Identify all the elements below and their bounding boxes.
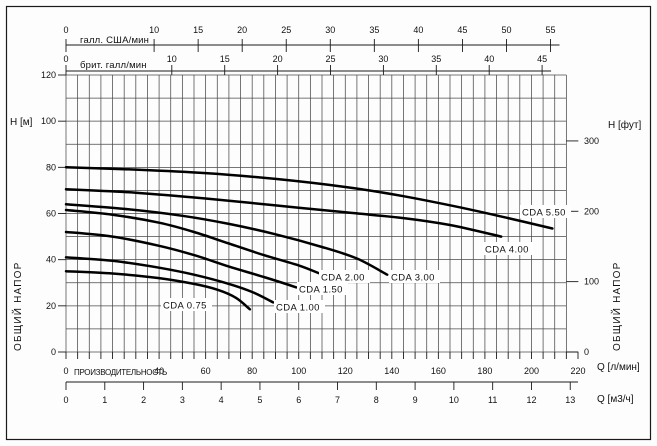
curve-label-chip	[274, 300, 325, 313]
curve-label-chip	[483, 242, 534, 255]
ukgal-tick-label: 35	[431, 54, 441, 64]
usgal-tick-label: 10	[149, 25, 159, 35]
head-ft-unit-label: H [фут]	[608, 120, 642, 131]
curve-CDA-1.50	[64, 230, 298, 289]
curve-label-CDA-0.75: CDA 0.75	[163, 301, 207, 312]
m3h-tick-label: 12	[526, 395, 536, 405]
curve-CDA-2.00	[64, 208, 321, 275]
m3h-tick-label: 5	[257, 395, 262, 405]
usgal-tick-label: 55	[546, 25, 556, 35]
usgal-tick-label: 20	[237, 25, 247, 35]
head-ft-tick-label: 300	[584, 136, 599, 146]
m3h-tick-label: 11	[488, 395, 497, 405]
m3h-tick-label: 8	[374, 395, 379, 405]
curve-CDA-3.00	[64, 203, 389, 276]
curve-CDA-5.50	[64, 166, 554, 230]
curve-label-CDA-5.50: CDA 5.50	[522, 208, 566, 219]
head-ft-tick-label: 100	[584, 277, 599, 287]
ukgal-tick-label: 25	[325, 54, 335, 64]
m3h-tick-label: 10	[449, 395, 459, 405]
curve-label-CDA-4.00: CDA 4.00	[485, 245, 529, 256]
outer-frame	[5, 5, 652, 441]
ukgal-tick-label: 40	[484, 54, 494, 64]
head-m-tick-label: 40	[46, 255, 56, 265]
curve-label-chip	[389, 270, 440, 283]
ukgal-tick-label: 30	[378, 54, 388, 64]
curve-label-CDA-1.50: CDA 1.50	[299, 285, 343, 296]
ukgal-tick-label: 45	[537, 54, 547, 64]
lmin-tick-label: 220	[570, 366, 585, 376]
curve-label-chip	[319, 270, 370, 283]
usgal-tick-label: 50	[501, 25, 511, 35]
curve-label-chip	[520, 205, 571, 218]
m3h-tick-label: 0	[63, 395, 68, 405]
ukgal-tick-label: 0	[63, 54, 68, 64]
head-ft-tick-label: 0	[584, 347, 589, 357]
usgal-tick-label: 0	[63, 25, 68, 35]
total-head-left-label: ОБЩИЙ НАПОР	[13, 261, 24, 351]
head-m-tick-label: 120	[41, 70, 56, 80]
usgal-tick-label: 25	[281, 25, 291, 35]
lmin-tick-label: 100	[291, 366, 306, 376]
m3h-tick-label: 1	[102, 395, 107, 405]
ukgal-tick-label: 15	[220, 54, 230, 64]
lmin-tick-label: 200	[524, 366, 539, 376]
flow-lmin-unit-label: Q [л/мин]	[597, 362, 640, 373]
lmin-tick-label: 80	[247, 366, 257, 376]
m3h-tick-label: 2	[141, 395, 146, 405]
head-m-tick-label: 80	[46, 162, 56, 172]
head-m-tick-label: 100	[41, 116, 56, 126]
head-ft-tick-label: 200	[584, 206, 599, 216]
ukgal-tick-label: 20	[273, 54, 283, 64]
usgal-tick-label: 30	[325, 25, 335, 35]
curve-CDA-1.00	[64, 256, 275, 304]
lmin-tick-label: 40	[154, 366, 164, 376]
m3h-tick-label: 9	[413, 395, 418, 405]
usgal-tick-label: 45	[457, 25, 467, 35]
curve-label-chip	[297, 282, 348, 295]
flow-m3h-unit-label: Q [м3/ч]	[597, 394, 634, 405]
top-axis-usgal-label: галл. США/мин	[80, 35, 150, 46]
curve-label-chip	[161, 298, 212, 311]
m3h-tick-label: 7	[335, 395, 340, 405]
curve-CDA-0.75	[64, 269, 252, 311]
m3h-tick-label: 4	[219, 395, 224, 405]
usgal-tick-label: 15	[193, 25, 203, 35]
lmin-tick-label: 120	[338, 366, 353, 376]
curve-label-CDA-1.00: CDA 1.00	[276, 303, 320, 314]
lmin-tick-label: 60	[201, 366, 211, 376]
lmin-tick-label: 140	[384, 366, 399, 376]
m3h-tick-label: 6	[296, 395, 301, 405]
usgal-tick-label: 35	[369, 25, 379, 35]
lmin-tick-label: 0	[63, 366, 68, 376]
head-m-tick-label: 0	[51, 347, 56, 357]
head-m-unit-label: H [м]	[10, 117, 33, 128]
total-head-right-label: ОБЩИЙ НАПОР	[612, 261, 623, 351]
top-axis-ukgal-label: брит. галл/мин	[80, 60, 147, 71]
usgal-tick-label: 40	[413, 25, 423, 35]
head-m-tick-label: 60	[46, 209, 56, 219]
m3h-tick-label: 3	[180, 395, 185, 405]
m3h-tick-label: 13	[565, 395, 575, 405]
lmin-tick-label: 160	[431, 366, 446, 376]
lmin-tick-label: 180	[477, 366, 492, 376]
curve-label-CDA-2.00: CDA 2.00	[321, 273, 365, 284]
ukgal-tick-label: 10	[167, 54, 177, 64]
curve-CDA-4.00	[64, 188, 503, 238]
capacity-axis-label: ПРОИЗВОДИТЕЛЬНОСТЬ	[74, 368, 167, 377]
head-m-tick-label: 20	[46, 301, 56, 311]
curve-label-CDA-3.00: CDA 3.00	[391, 273, 435, 284]
